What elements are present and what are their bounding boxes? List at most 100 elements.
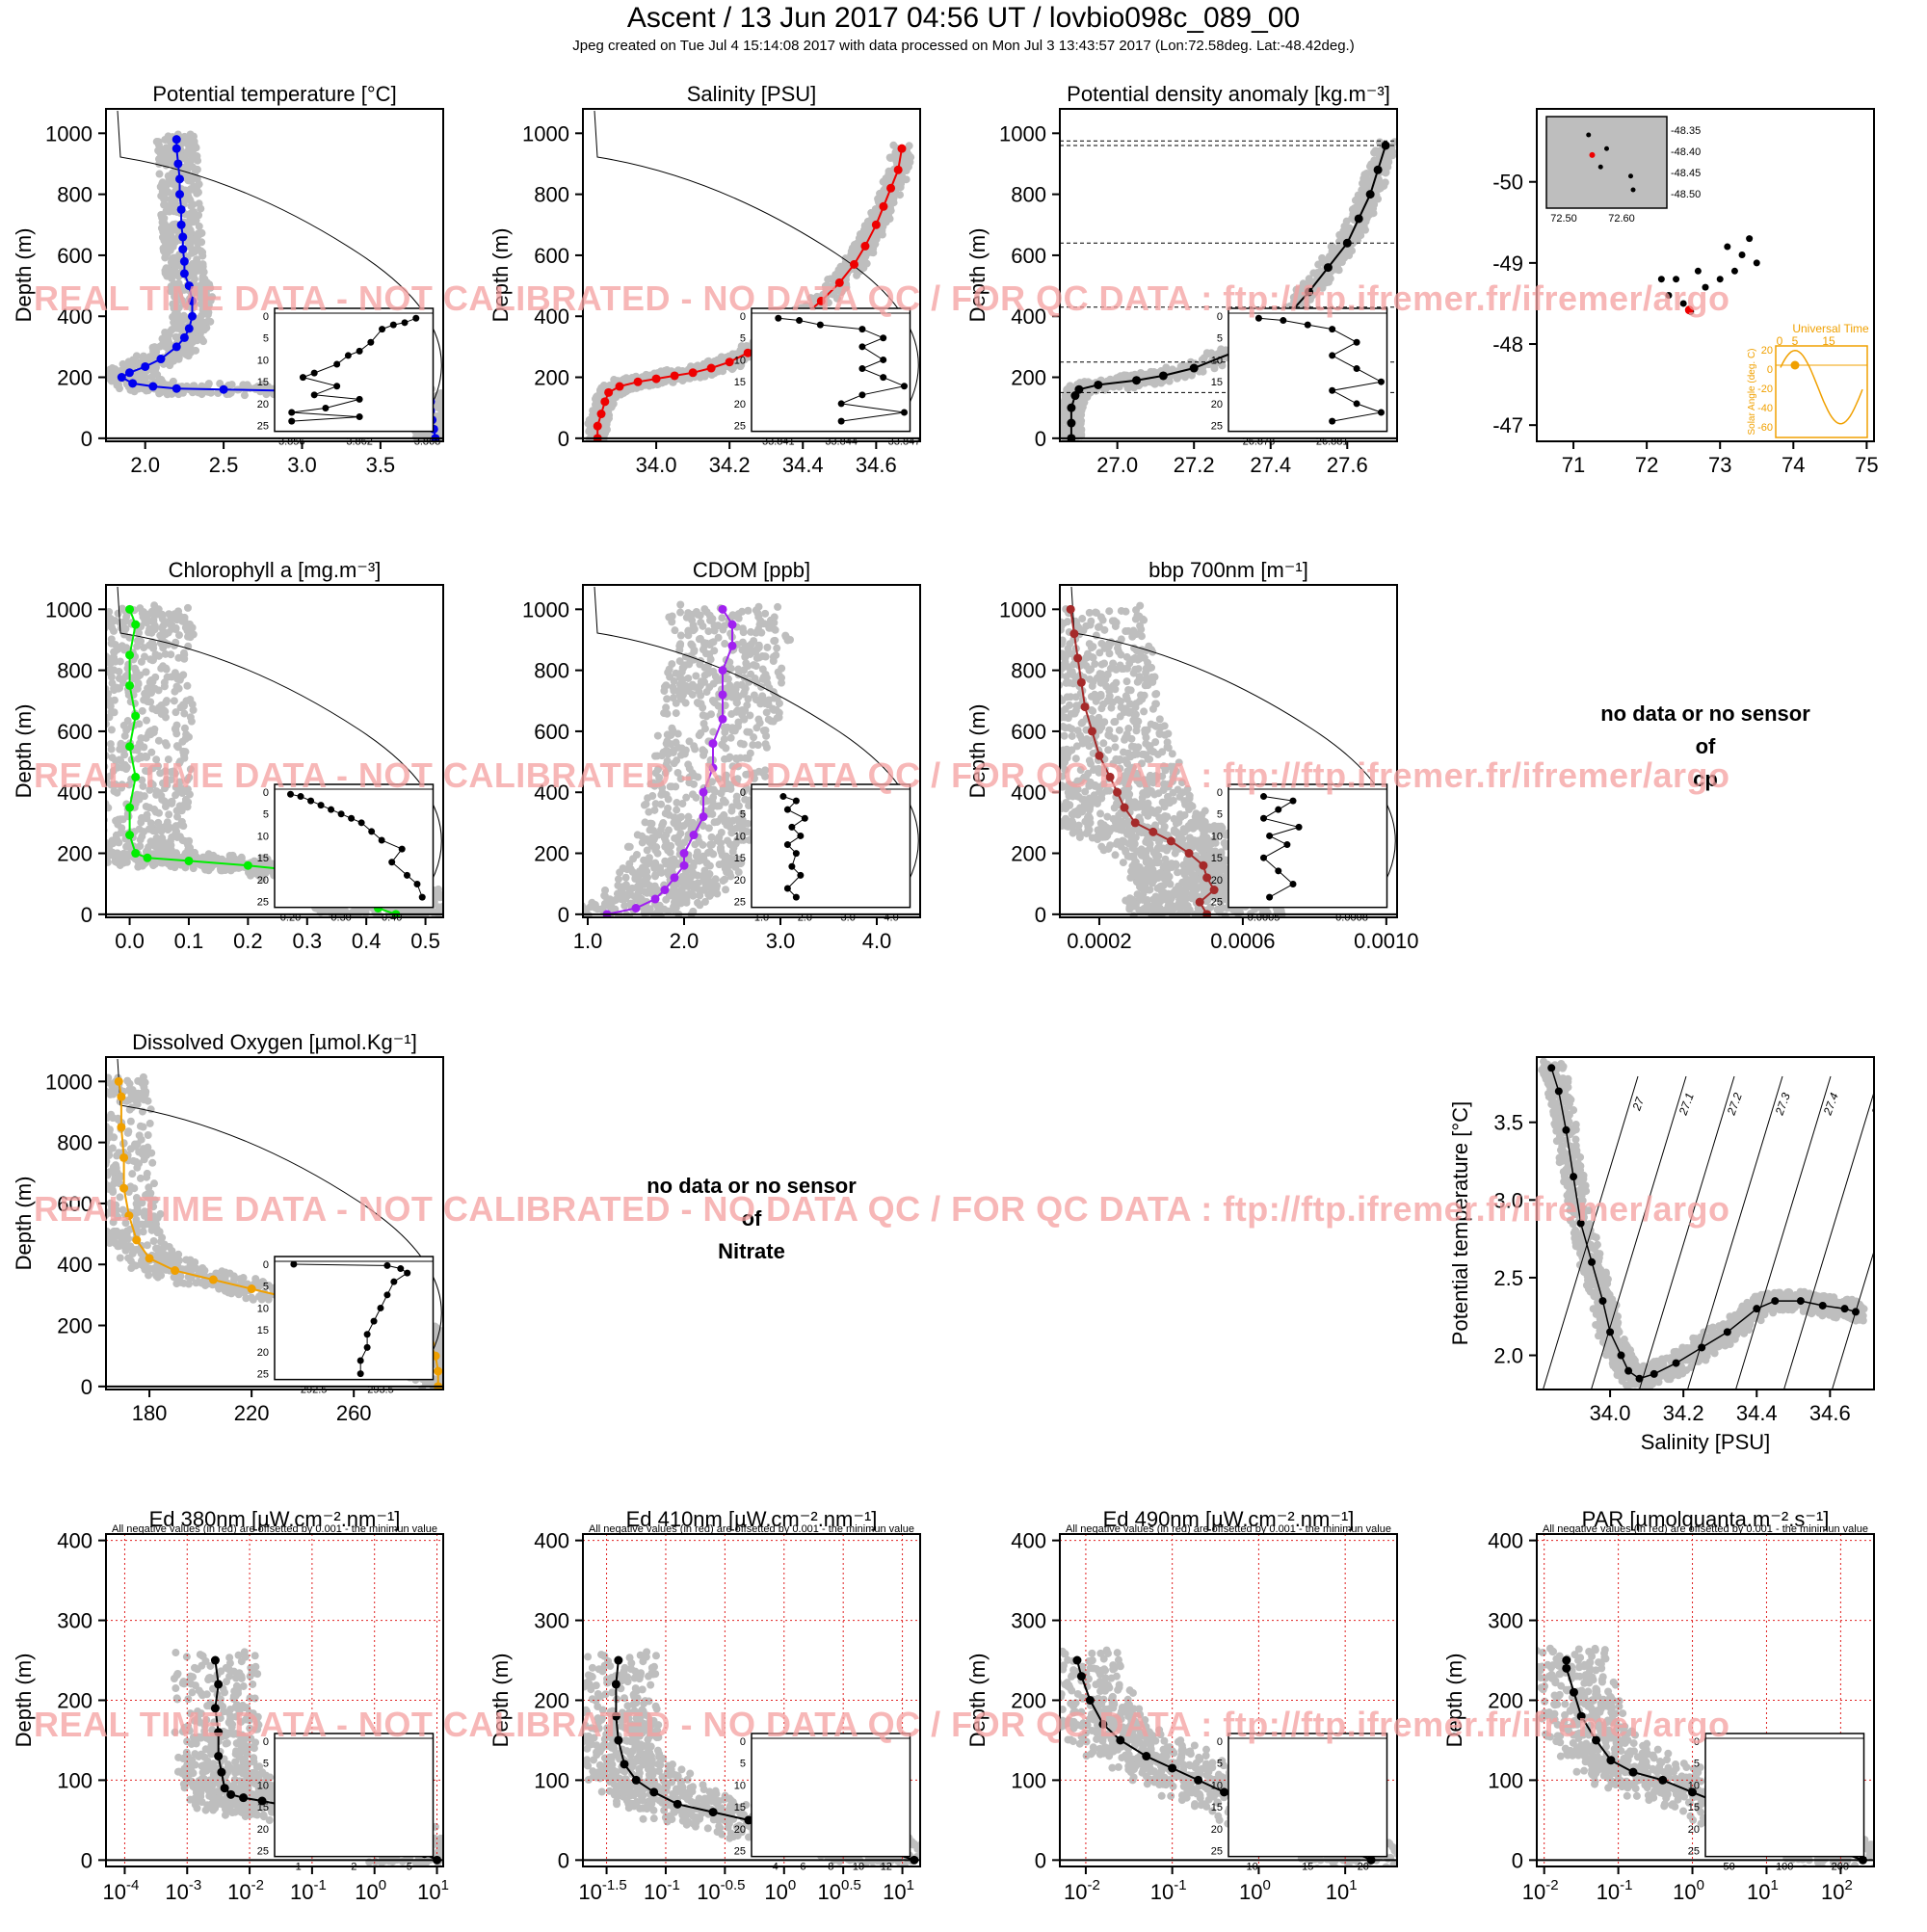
data-point xyxy=(872,221,881,229)
inset-point xyxy=(311,370,318,377)
background-point xyxy=(78,682,86,690)
data-point xyxy=(689,368,698,377)
background-point xyxy=(77,623,85,631)
x-tick-label: 3.0 xyxy=(287,453,317,477)
inset-x-tick-label: 26.878 xyxy=(1243,437,1276,448)
inset-point xyxy=(1354,339,1360,346)
data-point xyxy=(1190,364,1199,373)
background-point xyxy=(96,814,104,822)
data-point xyxy=(141,362,149,371)
background-point xyxy=(98,807,106,815)
data-point xyxy=(148,383,157,391)
background-point xyxy=(111,368,119,376)
background-point xyxy=(72,638,80,646)
background-point xyxy=(198,335,205,343)
background-point xyxy=(162,630,170,638)
background-point xyxy=(93,701,101,709)
background-point xyxy=(886,215,894,223)
background-point xyxy=(155,737,163,745)
background-point xyxy=(172,729,180,737)
background-point xyxy=(1150,379,1158,386)
inset-point xyxy=(1305,322,1311,329)
inset-point xyxy=(1329,352,1335,358)
inset-point xyxy=(858,343,865,350)
data-point xyxy=(125,650,134,659)
background-point xyxy=(149,344,157,352)
background-point xyxy=(75,628,83,636)
background-point xyxy=(122,673,130,680)
inset-y-tick-label: 25 xyxy=(257,421,269,433)
background-point xyxy=(83,645,91,652)
figure-subtitle: Jpeg created on Tue Jul 4 15:14:08 2017 … xyxy=(572,38,1354,54)
background-point xyxy=(111,708,119,716)
background-point xyxy=(197,326,204,333)
background-point xyxy=(94,611,102,619)
background-point xyxy=(165,132,172,140)
background-point xyxy=(151,622,159,629)
background-point xyxy=(139,707,146,715)
background-point xyxy=(80,622,88,630)
background-point xyxy=(95,839,103,847)
background-point xyxy=(188,141,196,148)
x-tick-label: 0.2 xyxy=(233,929,263,953)
background-point xyxy=(94,675,102,683)
background-point xyxy=(93,615,101,622)
background-point xyxy=(81,631,89,639)
inset-point xyxy=(880,334,886,341)
background-point xyxy=(849,251,857,259)
y-tick-label: 600 xyxy=(534,244,569,268)
background-point xyxy=(71,692,79,700)
background-point xyxy=(158,850,166,858)
inset-point xyxy=(318,802,325,808)
background-point xyxy=(162,713,170,721)
background-point xyxy=(444,415,452,423)
background-point xyxy=(721,640,728,648)
data-point xyxy=(671,371,679,380)
data-point xyxy=(1355,214,1363,223)
inset-x-tick-label: 0.40 xyxy=(382,913,402,924)
background-point xyxy=(74,834,82,841)
inset-point xyxy=(379,837,385,844)
background-point xyxy=(82,820,90,828)
background-point xyxy=(167,650,174,658)
background-point xyxy=(190,182,198,190)
background-point xyxy=(198,250,206,257)
background-point xyxy=(447,428,455,436)
background-point xyxy=(157,146,165,154)
background-point xyxy=(175,631,183,639)
background-point xyxy=(96,704,104,712)
data-point xyxy=(894,166,903,174)
background-point xyxy=(174,607,182,615)
y-tick-label: 0 xyxy=(81,427,92,451)
data-point xyxy=(128,379,137,387)
inset-point xyxy=(338,810,345,817)
background-point xyxy=(203,865,211,873)
background-point xyxy=(1384,149,1391,157)
data-point xyxy=(1382,141,1390,149)
background-point xyxy=(129,357,137,364)
background-point xyxy=(171,697,178,704)
y-axis-label: Depth (m) xyxy=(12,704,36,799)
figure-title: Ascent / 13 Jun 2017 04:56 UT / lovbio09… xyxy=(627,2,1300,34)
background-point xyxy=(857,230,864,238)
y-tick-label: 800 xyxy=(57,183,92,207)
background-point xyxy=(155,171,163,178)
background-point xyxy=(1318,254,1326,262)
data-point xyxy=(1159,371,1168,380)
inset-point xyxy=(419,894,426,901)
background-point xyxy=(1340,252,1348,260)
inset-y-tick-label: 5 xyxy=(263,809,269,821)
x-tick-label: 0.5 xyxy=(410,929,440,953)
background-point xyxy=(682,374,690,382)
inset-point xyxy=(858,365,865,372)
inset-y-tick-label: 20 xyxy=(257,399,269,410)
background-point xyxy=(145,804,153,811)
data-point xyxy=(185,324,194,332)
background-point xyxy=(906,158,913,166)
background-point xyxy=(89,687,96,695)
background-point xyxy=(1074,423,1082,431)
background-point xyxy=(93,694,101,701)
background-point xyxy=(186,628,194,636)
